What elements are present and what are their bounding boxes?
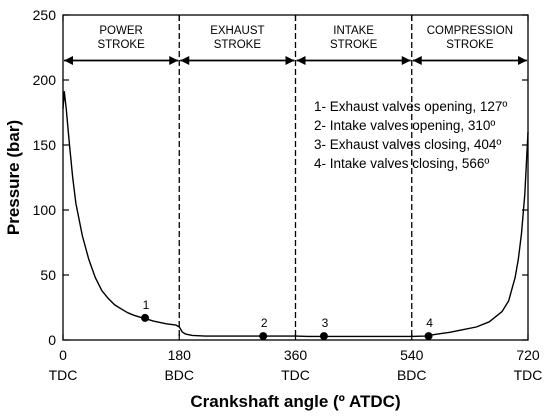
intake-arrowhead-left: [296, 56, 306, 65]
valve-event-label-2: 2: [261, 316, 268, 330]
y-tick-label-250: 250: [33, 7, 57, 23]
power-arrowhead-right: [169, 56, 179, 65]
power-stroke-label-line2: STROKE: [97, 39, 145, 51]
exhaust-arrowhead-right: [285, 56, 295, 65]
y-tick-label-50: 50: [40, 267, 56, 283]
x-tick-label-360: 360: [284, 347, 308, 363]
valve-event-legend: 1- Exhaust valves opening, 127º 2- Intake…: [314, 99, 507, 171]
x-tick-sublabel-0: TDC: [49, 367, 78, 383]
exhaust-stroke-label-line2: STROKE: [214, 39, 262, 51]
x-tick-label-180: 180: [168, 347, 192, 363]
legend-entry-3: 3- Exhaust valves closing, 404º: [314, 137, 501, 152]
legend-entry-1: 1- Exhaust valves opening, 127º: [314, 99, 507, 114]
x-tick-sublabel-540: BDC: [397, 367, 427, 383]
axis-titles: Crankshaft angle (º ATDC) Pressure (bar): [4, 120, 401, 411]
intake-stroke-label-line2: STROKE: [330, 39, 378, 51]
valve-event-point-2: [259, 332, 268, 341]
power-arrowhead-left: [64, 56, 73, 65]
valve-event-points: 1 2 3 4: [141, 298, 433, 341]
y-tick-label-200: 200: [33, 72, 57, 88]
y-tick-label-100: 100: [33, 202, 57, 218]
compression-arrowhead-left: [412, 56, 422, 65]
y-tick-label-150: 150: [33, 137, 57, 153]
valve-event-label-4: 4: [426, 316, 433, 330]
compression-stroke-label-line2: STROKE: [446, 39, 494, 51]
pressure-curve: [62, 90, 529, 338]
intake-arrowhead-right: [401, 56, 411, 65]
x-tick-label-720: 720: [516, 347, 540, 363]
x-tick-sublabel-180: BDC: [164, 367, 194, 383]
legend-entry-2: 2- Intake valves opening, 310º: [314, 118, 495, 133]
valve-event-point-3: [319, 332, 328, 341]
stroke-dividers: [178, 15, 413, 340]
stroke-arrows: [64, 56, 527, 65]
pressure-curve-layer: [62, 90, 529, 338]
x-tick-sublabel-720: TDC: [514, 367, 543, 383]
power-stroke-label-line1: POWER: [99, 25, 142, 37]
y-axis-title: Pressure (bar): [4, 120, 23, 235]
legend-entry-4: 4- Intake valves closing, 566º: [314, 156, 489, 171]
valve-event-label-3: 3: [322, 316, 329, 330]
exhaust-arrowhead-left: [180, 56, 190, 65]
y-tick-label-0: 0: [48, 332, 56, 348]
stroke-labels: POWER STROKE EXHAUST STROKE INTAKE STROKE COMP…: [97, 25, 513, 51]
x-axis-title: Crankshaft angle (º ATDC): [190, 392, 400, 411]
x-tick-sublabel-360: TDC: [281, 367, 310, 383]
compression-stroke-label-line1: COMPRESSION: [427, 25, 513, 37]
valve-event-point-4: [424, 332, 433, 341]
x-tick-label-0: 0: [59, 347, 67, 363]
exhaust-stroke-label-line1: EXHAUST: [210, 25, 264, 37]
compression-arrowhead-right: [518, 56, 527, 65]
axis-ticks: 0 TDC 180 BDC 360 TDC 540 BDC 720 TDC 0 50 100 150 200…: [33, 7, 543, 383]
valve-event-point-1: [141, 313, 150, 322]
valve-event-label-1: 1: [143, 298, 150, 312]
intake-stroke-label-line1: INTAKE: [333, 25, 374, 37]
x-tick-label-540: 540: [400, 347, 424, 363]
